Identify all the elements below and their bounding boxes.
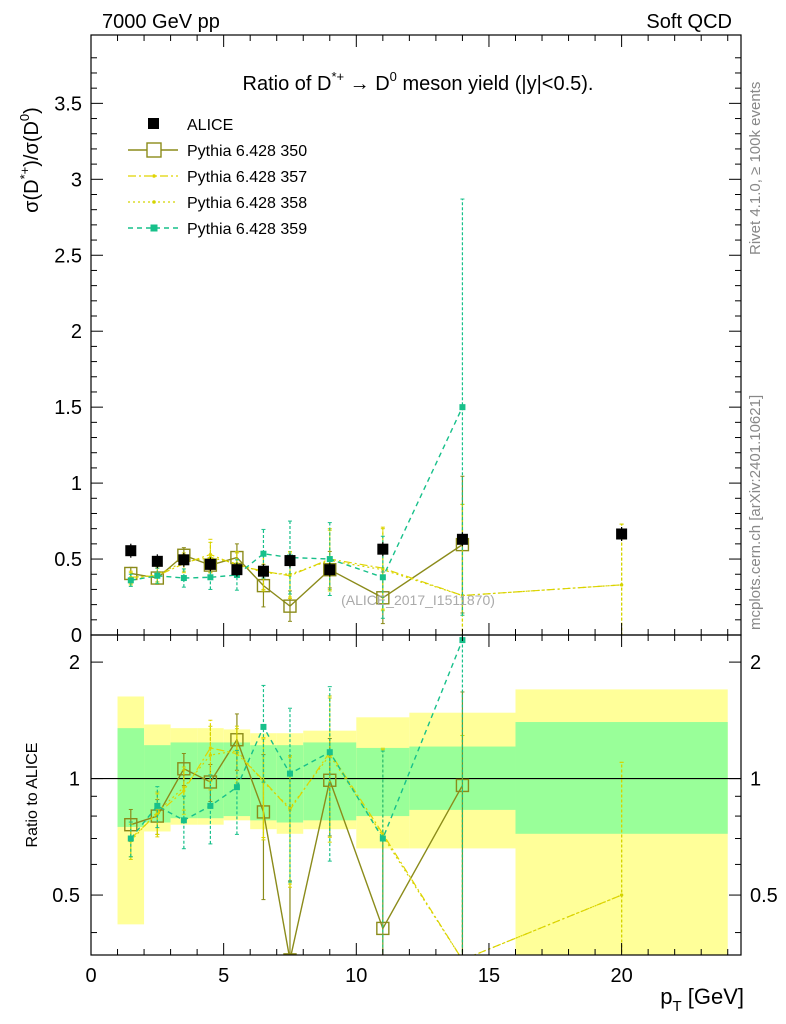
x-tick-label: 0	[85, 965, 96, 987]
legend-marker-alice	[148, 118, 159, 129]
series-3-ratio-marker	[288, 806, 292, 810]
ratio-y-tick-label-right: 2	[750, 652, 761, 674]
ratio-plot-frame	[90, 634, 742, 956]
series-3-line	[130, 556, 622, 597]
alice-data-point	[456, 533, 468, 545]
ratio-y-tick-label-right: 0.5	[750, 885, 778, 907]
x-tick-label: 10	[345, 965, 367, 987]
main-y-axis-label: σ(D*+)/σ(D0)	[17, 107, 43, 213]
series-4-ratio-marker	[286, 770, 293, 777]
main-y-tick-label: 2	[71, 321, 82, 343]
alice-data-point	[231, 564, 243, 576]
series-3-ratio-marker	[182, 785, 186, 789]
rivet-version-label: Rivet 4.1.0, ≥ 100k events	[747, 82, 764, 255]
ratio-y-tick-label-left: 1	[69, 769, 80, 791]
series-3-ratio-marker	[461, 958, 464, 961]
plot-title: Ratio of D*+ → D0 meson yield (|y|<0.5).	[243, 69, 594, 95]
series-3-marker	[460, 593, 465, 598]
series-4-ratio-marker	[326, 749, 333, 756]
series-4-marker	[326, 556, 333, 563]
ratio-plot-area	[91, 635, 741, 961]
series-4-line	[130, 406, 464, 582]
legend: ALICE Pythia 6.428 350 Pythia 6.428 357 Pyt…	[128, 117, 307, 238]
main-y-tick-label: 2.5	[54, 245, 82, 267]
mcplots-label: mcplots.cern.ch [arXiv:2401.10621]	[747, 395, 764, 630]
series-4-marker	[459, 404, 466, 411]
series-4-ratio-line	[130, 639, 464, 841]
main-plot-area	[124, 198, 628, 635]
legend-marker	[150, 224, 158, 232]
series-1-line	[130, 544, 463, 608]
alice-data-point	[125, 545, 137, 557]
series-3-ratio-marker	[620, 893, 624, 897]
alice-data-point	[257, 565, 269, 577]
legend-label: Pythia 6.428 357	[187, 169, 307, 186]
legend-label: Pythia 6.428 350	[187, 143, 307, 160]
series-4-marker	[180, 575, 187, 582]
series-1-ratio-line	[130, 738, 464, 955]
series-1-marker	[283, 599, 297, 613]
series-4-marker	[379, 574, 386, 581]
series-3-marker	[620, 583, 624, 587]
series-4-ratio-marker	[180, 817, 187, 824]
series-3-marker	[288, 572, 292, 576]
series-4-ratio-marker	[127, 835, 134, 842]
header-right: Soft QCD	[646, 11, 732, 33]
alice-data-point	[324, 564, 336, 576]
series-4-marker	[260, 550, 267, 557]
legend-marker	[146, 142, 162, 158]
series-4-ratio-marker	[233, 784, 240, 791]
ratio-y-tick-label-left: 2	[69, 652, 80, 674]
legend-label: Pythia 6.428 358	[187, 195, 307, 212]
legend-label: ALICE	[187, 117, 233, 134]
series-4-ratio-marker	[154, 802, 161, 809]
series-2-ratio-marker	[381, 832, 385, 836]
series-1-ratio-marker	[283, 953, 297, 955]
ratio-y-tick-label-left: 0.5	[52, 885, 80, 907]
main-y-tick-label: 1.5	[54, 397, 82, 419]
alice-data-point	[151, 555, 163, 567]
series-2-ratio-line	[130, 747, 622, 955]
main-y-tick-label: 3	[71, 169, 82, 191]
x-tick-label: 20	[610, 965, 632, 987]
analysis-watermark: (ALICE_2017_I1511870)	[341, 592, 495, 608]
alice-data-point	[616, 528, 628, 540]
series-2-marker	[208, 552, 212, 557]
series-3-marker	[381, 568, 385, 572]
alice-data-point	[178, 554, 190, 566]
alice-data-point	[377, 543, 389, 555]
series-4-marker	[127, 577, 134, 584]
series-3-ratio-marker	[208, 753, 212, 757]
legend-marker	[152, 200, 156, 204]
main-y-tick-label: 0.5	[54, 549, 82, 571]
legend-label: Pythia 6.428 359	[187, 221, 307, 238]
x-axis-label: pT [GeV]	[660, 984, 744, 1015]
main-y-tick-label: 0	[71, 625, 82, 647]
series-4-marker	[207, 574, 214, 581]
x-tick-label: 5	[218, 965, 229, 987]
main-y-tick-label: 1	[71, 473, 82, 495]
alice-data-point	[284, 555, 296, 567]
ratio-y-tick-label-right: 1	[750, 769, 761, 791]
main-y-tick-label: 3.5	[54, 93, 82, 115]
series-4-ratio-marker	[379, 835, 386, 842]
header-left: 7000 GeV pp	[102, 11, 220, 33]
series-2-ratio-marker	[182, 789, 186, 793]
series-4-marker	[154, 572, 161, 579]
ratio-y-axis-label: Ratio to ALICE	[24, 743, 41, 848]
series-4-ratio-marker	[207, 802, 214, 809]
x-tick-label: 15	[478, 965, 500, 987]
series-4-ratio-marker	[260, 723, 267, 730]
series-2-ratio-marker	[461, 958, 464, 961]
legend-marker	[152, 174, 156, 178]
alice-data-point	[204, 558, 216, 570]
